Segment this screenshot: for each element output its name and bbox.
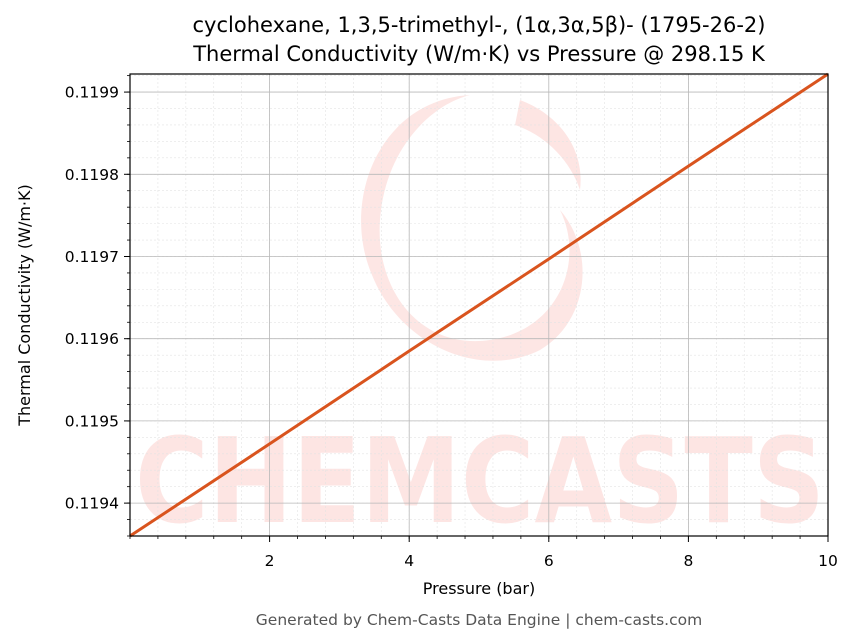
x-tick-label: 4 bbox=[404, 552, 414, 570]
x-tick-label: 2 bbox=[265, 552, 275, 570]
major-grid bbox=[130, 74, 829, 536]
y-tick-label: 0.1195 bbox=[65, 412, 119, 430]
series-layer bbox=[129, 72, 829, 538]
axis-ticks bbox=[124, 75, 829, 542]
footer-credit: Generated by Chem-Casts Data Engine | ch… bbox=[256, 611, 702, 629]
y-tick-label: 0.1198 bbox=[65, 166, 119, 184]
x-tick-label: 10 bbox=[818, 552, 838, 570]
y-tick-label: 0.1194 bbox=[65, 495, 119, 513]
y-tick-label: 0.1199 bbox=[65, 84, 119, 102]
watermark: CHEMCASTS bbox=[135, 95, 825, 550]
x-tick-label: 6 bbox=[544, 552, 554, 570]
y-tick-label: 0.1196 bbox=[65, 330, 119, 348]
plot-frame bbox=[129, 73, 829, 537]
y-tick-label: 0.1197 bbox=[65, 248, 119, 266]
x-axis-label: Pressure (bar) bbox=[423, 579, 535, 598]
tick-labels: 2 4 6 8 10 0.1194 0.1195 0.1196 0.1197 0.1198 0.11… bbox=[65, 84, 838, 570]
series-line bbox=[129, 72, 829, 538]
chart-subtitle: Thermal Conductivity (W/m·K) vs Pressure… bbox=[192, 42, 766, 66]
y-axis-label: Thermal Conductivity (W/m·K) bbox=[15, 184, 34, 427]
watermark-swirl-inner-icon bbox=[515, 100, 581, 190]
chart-title: cyclohexane, 1,3,5-trimethyl-, (1α,3α,5β… bbox=[193, 13, 766, 37]
x-tick-label: 8 bbox=[683, 552, 693, 570]
watermark-text: CHEMCASTS bbox=[135, 412, 825, 550]
